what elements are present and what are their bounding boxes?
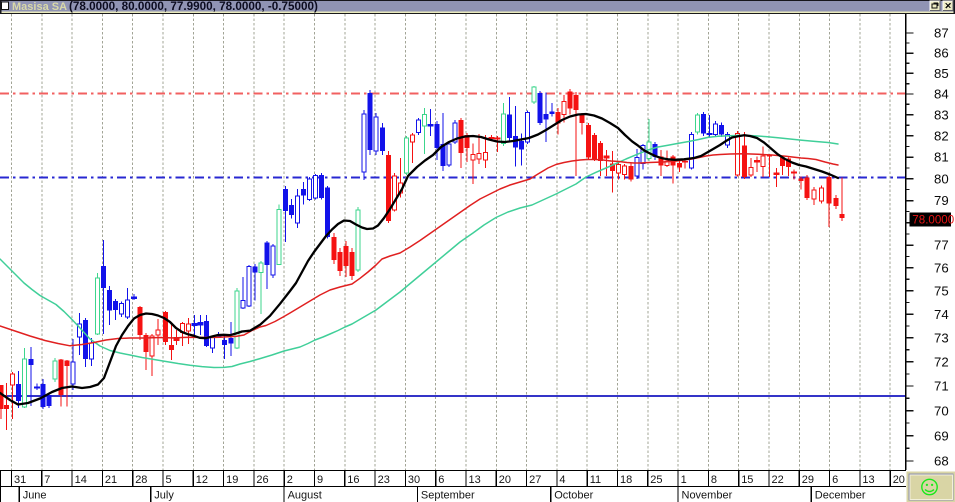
- svg-text:14: 14: [75, 474, 87, 486]
- svg-text:78.0000: 78.0000: [912, 214, 954, 227]
- svg-text:19: 19: [226, 474, 238, 486]
- svg-text:72: 72: [934, 354, 949, 369]
- svg-text:86: 86: [934, 46, 949, 61]
- svg-text:77: 77: [934, 238, 949, 253]
- svg-text:29: 29: [802, 474, 814, 486]
- svg-text:87: 87: [934, 26, 949, 41]
- svg-text:85: 85: [934, 66, 949, 81]
- svg-text:November: November: [682, 490, 733, 502]
- svg-text:7: 7: [44, 474, 50, 486]
- svg-text:26: 26: [256, 474, 268, 486]
- svg-text:30: 30: [408, 474, 420, 486]
- svg-text:12: 12: [196, 474, 208, 486]
- svg-text:8: 8: [711, 474, 717, 486]
- svg-text:11: 11: [590, 474, 601, 486]
- svg-text:18: 18: [620, 474, 632, 486]
- svg-text:22: 22: [772, 474, 784, 486]
- svg-text:6: 6: [438, 474, 444, 486]
- svg-text:June: June: [23, 490, 47, 502]
- svg-text:81: 81: [934, 150, 949, 165]
- svg-text:84: 84: [934, 87, 949, 102]
- svg-text:(78.0000, 80.0000, 77.9900, 78: (78.0000, 80.0000, 77.9900, 78.0000, -0.…: [69, 0, 318, 13]
- svg-text:October: October: [554, 490, 593, 502]
- svg-text:21: 21: [105, 474, 117, 486]
- svg-text:27: 27: [529, 474, 541, 486]
- svg-text:13: 13: [862, 474, 874, 486]
- svg-text:Masisa SA: Masisa SA: [12, 1, 67, 13]
- svg-text:13: 13: [469, 474, 481, 486]
- svg-text:9: 9: [317, 474, 323, 486]
- svg-text:79: 79: [934, 193, 949, 208]
- svg-text:74: 74: [934, 307, 949, 322]
- svg-text:71: 71: [934, 379, 949, 394]
- svg-text:20: 20: [893, 474, 905, 486]
- svg-text:September: September: [421, 490, 475, 502]
- svg-text:16: 16: [347, 474, 359, 486]
- svg-text:5: 5: [166, 474, 172, 486]
- svg-text:28: 28: [135, 474, 147, 486]
- svg-text:70: 70: [934, 403, 949, 418]
- svg-text:80: 80: [934, 171, 949, 186]
- svg-text:6: 6: [832, 474, 838, 486]
- svg-text:73: 73: [934, 330, 949, 345]
- svg-text:2: 2: [287, 474, 293, 486]
- svg-text:4: 4: [559, 474, 565, 486]
- svg-text:August: August: [288, 490, 322, 502]
- svg-text:25: 25: [650, 474, 662, 486]
- svg-text:23: 23: [378, 474, 390, 486]
- svg-text:1: 1: [681, 474, 687, 486]
- svg-text:20: 20: [499, 474, 511, 486]
- svg-text:75: 75: [934, 283, 949, 298]
- svg-text:82: 82: [934, 128, 949, 143]
- svg-text:15: 15: [741, 474, 753, 486]
- svg-text:69: 69: [934, 428, 949, 443]
- svg-text:76: 76: [934, 260, 949, 275]
- svg-text:December: December: [815, 490, 866, 502]
- svg-text:68: 68: [934, 454, 949, 469]
- svg-text:July: July: [154, 490, 174, 502]
- svg-text:83: 83: [934, 107, 949, 122]
- svg-text:31: 31: [14, 474, 26, 486]
